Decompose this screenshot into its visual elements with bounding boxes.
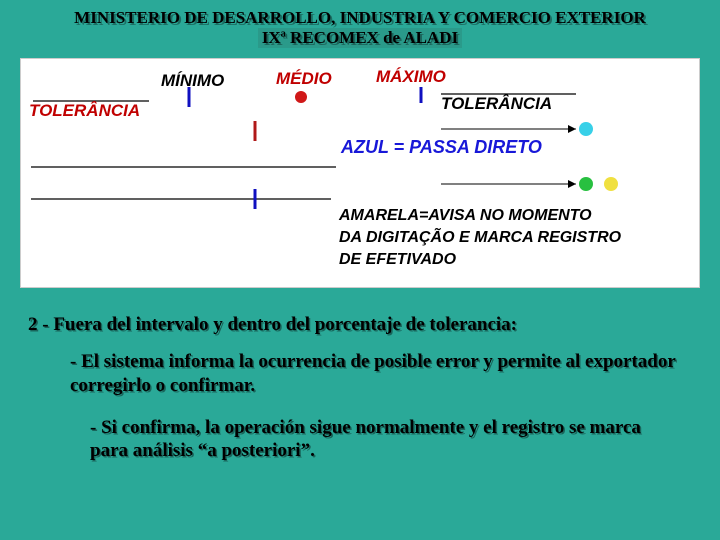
slide-header: MINISTERIO DE DESARROLLO, INDUSTRIA Y CO… [0, 0, 720, 54]
body-heading: 2 - Fuera del intervalo y dentro del por… [28, 314, 692, 336]
label-amarela-2: DA DIGITAÇÃO E MARCA REGISTRO [339, 229, 621, 247]
tolerance-diagram: MÍNIMO MÉDIO MÁXIMO TOLERÂNCIA TOLERÂNCI… [20, 58, 700, 288]
label-medio: MÉDIO [276, 69, 332, 89]
body-bullet-1: - El sistema informa la ocurrencia de po… [70, 350, 678, 398]
label-tolerancia-right: TOLERÂNCIA [441, 94, 552, 114]
header-line-1: MINISTERIO DE DESARROLLO, INDUSTRIA Y CO… [74, 8, 646, 28]
label-minimo: MÍNIMO [161, 71, 224, 91]
label-azul: AZUL = PASSA DIRETO [341, 137, 542, 158]
body-bullet-2: - Si confirma, la operación sigue normal… [90, 416, 678, 464]
label-amarela-1: AMARELA=AVISA NO MOMENTO [339, 207, 592, 225]
header-line-2: IXª RECOMEX de ALADI [258, 28, 462, 48]
label-maximo: MÁXIMO [376, 67, 446, 87]
label-amarela-3: DE EFETIVADO [339, 251, 456, 269]
label-tolerancia-left: TOLERÂNCIA [29, 101, 140, 121]
